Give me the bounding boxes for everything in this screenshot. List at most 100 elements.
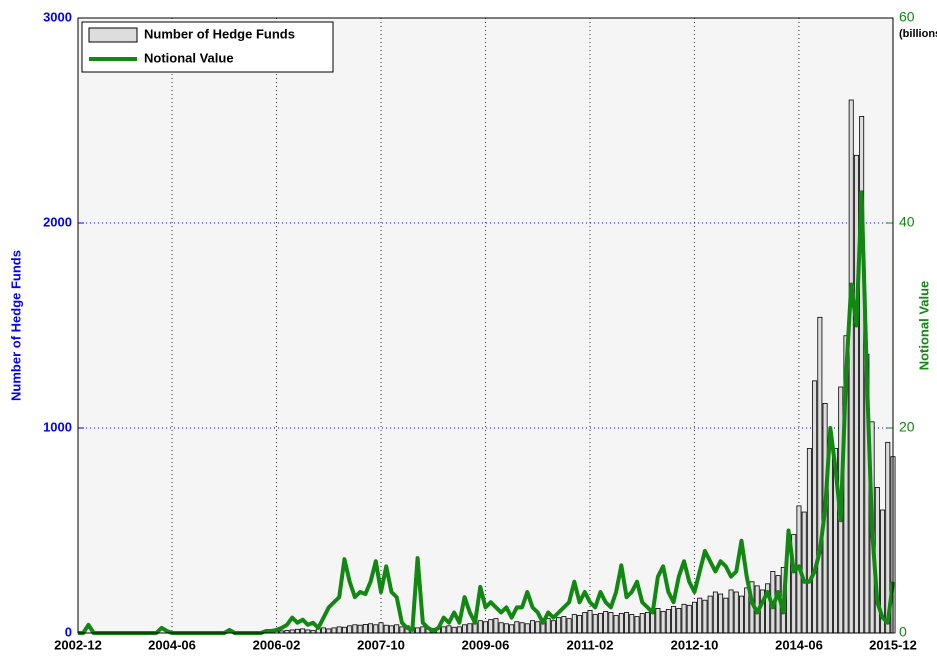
x-tick-label: 2015-12 — [869, 637, 917, 652]
bar — [733, 591, 739, 634]
y2-tick-label: 0 — [899, 624, 907, 640]
bar — [629, 614, 635, 634]
y-axis-label: Number of Hedge Funds — [8, 250, 23, 401]
x-tick-label: 2002-12 — [54, 637, 102, 652]
x-tick-label: 2007-10 — [357, 637, 405, 652]
bar — [712, 591, 718, 634]
bar — [556, 617, 562, 634]
bar — [331, 627, 337, 634]
bar — [639, 613, 645, 634]
bar — [550, 620, 556, 634]
bar — [321, 627, 327, 634]
bar — [446, 625, 452, 634]
bar — [707, 595, 713, 634]
bar — [498, 622, 504, 634]
x-tick-label: 2009-06 — [462, 637, 510, 652]
bar — [357, 624, 363, 634]
bar — [817, 316, 823, 634]
y2-tick-label: 20 — [899, 419, 915, 435]
bar — [608, 612, 614, 634]
bar — [336, 626, 342, 634]
x-tick-label: 2014-06 — [775, 637, 823, 652]
bar — [597, 613, 603, 634]
bar — [566, 618, 572, 634]
bar — [613, 615, 619, 634]
bar — [503, 623, 509, 634]
bar — [686, 604, 692, 634]
bar — [691, 601, 697, 634]
bar — [399, 626, 405, 634]
bar — [294, 628, 300, 634]
bar — [728, 589, 734, 634]
bar — [681, 603, 687, 634]
bar — [739, 595, 744, 634]
bar — [618, 613, 624, 634]
bar — [352, 624, 358, 634]
bar — [582, 612, 588, 634]
bar — [723, 597, 729, 634]
bar — [388, 625, 394, 634]
bar — [806, 448, 812, 634]
bar — [530, 620, 536, 634]
y-tick-label: 0 — [65, 624, 72, 639]
x-tick-label: 2006-02 — [253, 637, 301, 652]
bar — [848, 99, 854, 634]
y2-axis-label: Notional Value — [916, 281, 931, 371]
bar — [300, 628, 306, 634]
bar — [509, 624, 515, 634]
bar — [483, 621, 488, 634]
plot-frame — [77, 17, 894, 634]
bar — [493, 618, 499, 634]
bar — [853, 154, 859, 634]
bar — [415, 627, 421, 634]
bar — [592, 614, 598, 634]
bar — [702, 599, 708, 634]
y-tick-label: 1000 — [43, 419, 72, 434]
bar — [524, 623, 530, 634]
y-tick-label: 2000 — [43, 214, 72, 229]
bar — [451, 626, 457, 634]
bar — [394, 624, 400, 634]
legend-swatch — [88, 27, 138, 43]
bar — [341, 626, 347, 634]
bar — [571, 614, 577, 634]
bar — [477, 620, 483, 634]
x-tick-label: 2011-02 — [566, 637, 613, 652]
x-tick-label: 2004-06 — [148, 637, 196, 652]
bar — [603, 611, 609, 634]
bar — [671, 605, 677, 634]
bar — [744, 587, 750, 634]
bar — [383, 624, 389, 634]
y2-unit: (billions) — [899, 28, 937, 40]
bar — [514, 621, 520, 634]
bar — [420, 626, 426, 634]
bar — [634, 616, 640, 634]
y-tick-label: 3000 — [43, 9, 72, 24]
bar — [326, 628, 332, 634]
bar — [488, 619, 494, 634]
y2-tick-label: 40 — [899, 214, 915, 230]
bar — [519, 622, 525, 634]
bar — [676, 608, 682, 634]
bar — [697, 597, 703, 634]
bar — [655, 608, 661, 634]
bar — [373, 624, 379, 634]
x-tick-label: 2012-10 — [671, 637, 719, 652]
bar — [561, 616, 567, 634]
bar — [347, 625, 353, 634]
bar — [378, 622, 384, 634]
y2-tick-label: 60 — [899, 9, 915, 25]
bar — [535, 621, 541, 634]
bar — [665, 609, 671, 634]
bar — [462, 624, 468, 634]
bar — [467, 623, 473, 634]
bar — [644, 612, 650, 634]
bar — [441, 626, 447, 634]
bar — [812, 380, 818, 634]
bar — [718, 593, 724, 634]
bar — [577, 615, 583, 634]
bar — [368, 623, 374, 634]
bar — [456, 626, 462, 634]
legend-label: Number of Hedge Funds — [144, 26, 295, 41]
